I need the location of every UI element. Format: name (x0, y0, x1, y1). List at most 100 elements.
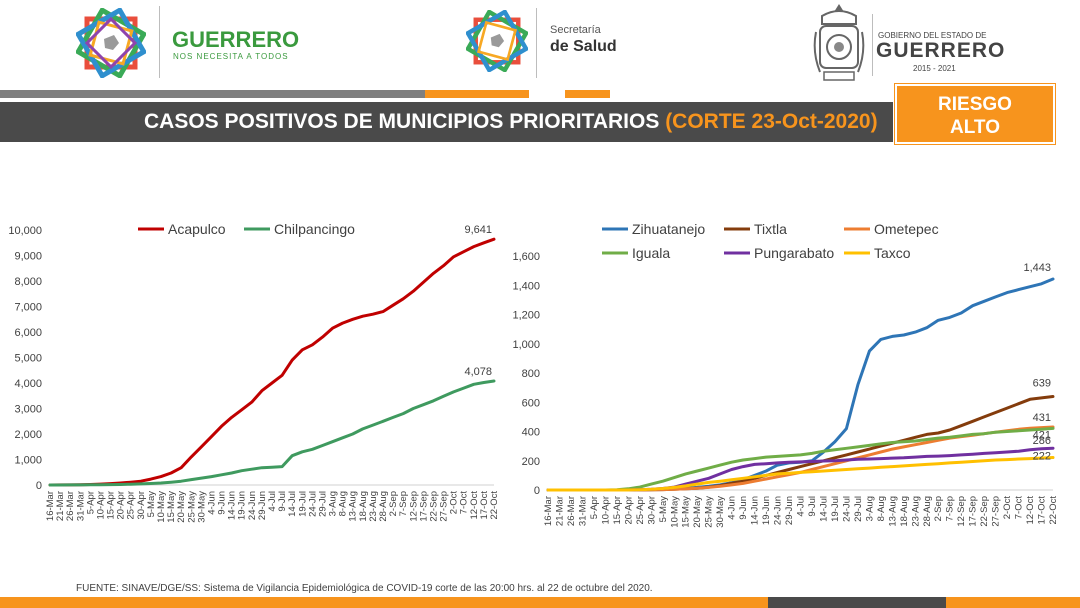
x-tick-label: 24-Jun (247, 491, 258, 520)
y-tick-label: 400 (522, 427, 540, 439)
y-tick-label: 9,000 (14, 251, 42, 263)
x-tick-label: 3-Aug (328, 491, 339, 516)
y-tick-label: 1,400 (512, 280, 540, 292)
x-tick-label: 15-Apr (106, 491, 117, 520)
x-tick-label: 20-Apr (116, 491, 127, 520)
x-tick-label: 14-Jun (750, 496, 761, 525)
x-tick-label: 26-Mar (566, 496, 577, 526)
series-line-chilpancingo (48, 379, 496, 487)
footer-bar-right (946, 597, 1080, 608)
x-tick-label: 12-Oct (469, 491, 480, 520)
data-label-zihuatanejo: 1,443 (1023, 262, 1051, 274)
x-tick-label: 17-Sep (418, 491, 429, 522)
gobierno-logo-line1: GOBIERNO DEL ESTADO DE (878, 31, 987, 40)
x-tick-label: 19-Jun (237, 491, 248, 520)
x-tick-label: 9-Jun (738, 496, 749, 520)
series-line-acapulco (48, 237, 496, 487)
legend-label-pungarabato: Pungarabato (754, 245, 834, 261)
x-tick-label: 21-Mar (554, 496, 565, 526)
x-tick-label: 13-Aug (348, 491, 359, 522)
state-seal-icon (813, 4, 865, 81)
y-tick-label: 8,000 (14, 276, 42, 288)
x-tick-label: 24-Jul (841, 496, 852, 522)
x-tick-label: 2-Sep (933, 496, 944, 521)
y-tick-label: 1,200 (512, 310, 540, 322)
legend-label-iguala: Iguala (632, 245, 670, 261)
x-tick-label: 27-Sep (439, 491, 450, 522)
x-tick-label: 9-Jul (277, 491, 288, 512)
page-title-cut-date: (CORTE 23-Oct-2020) (665, 110, 878, 133)
x-tick-label: 15-May (166, 491, 177, 523)
x-tick-label: 30-May (196, 491, 207, 523)
y-tick-label: 600 (522, 397, 540, 409)
x-tick-label: 19-Jun (761, 496, 772, 525)
x-tick-label: 28-Aug (922, 496, 933, 527)
x-tick-label: 12-Sep (408, 491, 419, 522)
legend-label-acapulco: Acapulco (168, 221, 226, 237)
salud-logo-line1: Secretaría (550, 24, 601, 36)
x-tick-label: 2-Oct (1002, 496, 1013, 520)
x-tick-label: 10-Apr (600, 496, 611, 525)
y-tick-label: 0 (36, 480, 42, 492)
series-line-iguala (546, 426, 1055, 492)
y-tick-label: 6,000 (14, 327, 42, 339)
data-label-ometepec: 431 (1033, 412, 1051, 424)
x-tick-label: 18-Aug (358, 491, 369, 522)
series-line-taxco (546, 456, 1055, 492)
salud-logo: Secretaría de Salud (466, 8, 646, 78)
data-label-chilpancingo: 4,078 (464, 366, 492, 378)
x-tick-label: 24-Jul (307, 491, 318, 517)
x-tick-label: 5-Apr (85, 491, 96, 514)
guerrero-logo-subtitle: NOS NECESITA A TODOS (173, 52, 289, 61)
x-tick-label: 14-Jul (287, 491, 298, 517)
guerrero-logo-title: GUERRERO (172, 27, 300, 52)
x-tick-label: 29-Jul (317, 491, 328, 517)
chart-acapulco-chilpancingo: 0 1,000 2,000 3,000 4,000 5,000 6,000 7,000 8,00… (8, 221, 500, 523)
x-tick-label: 12-Sep (956, 496, 967, 527)
x-tick-label: 22-Oct (1048, 496, 1059, 525)
x-tick-label: 20-May (692, 496, 703, 528)
x-tick-label: 4-Jun (206, 491, 217, 515)
x-tick-label: 22-Sep (428, 491, 439, 522)
series-line-tixtla (546, 395, 1055, 492)
x-tick-label: 9-Jun (217, 491, 228, 515)
legend-label-taxco: Taxco (874, 245, 911, 261)
x-tick-label: 31-Mar (75, 491, 86, 521)
x-tick-label: 12-Oct (1025, 496, 1036, 525)
x-tick-label: 5-May (658, 496, 669, 523)
guerrero-logo: GUERRERO NOS NECESITA A TODOS (76, 6, 316, 78)
series-line-ometepec (546, 425, 1055, 492)
y-tick-label: 800 (522, 368, 540, 380)
x-tick-label: 24-Jun (773, 496, 784, 525)
page-title-main: CASOS POSITIVOS DE MUNICIPIOS PRIORITARI… (144, 110, 666, 133)
legend-label-zihuatanejo: Zihuatanejo (632, 221, 705, 237)
x-tick-label: 9-Jul (807, 496, 818, 517)
x-tick-label: 25-May (704, 496, 715, 528)
legend-label-ometepec: Ometepec (874, 221, 939, 237)
x-tick-label: 30-Apr (136, 491, 147, 520)
page-title: CASOS POSITIVOS DE MUNICIPIOS PRIORITARI… (144, 110, 878, 134)
x-tick-label: 17-Oct (479, 491, 490, 520)
x-tick-label: 30-Apr (646, 496, 657, 525)
x-tick-label: 22-Oct (489, 491, 500, 520)
x-tick-label: 23-Aug (368, 491, 379, 522)
header-thin-bar-orange-2 (565, 90, 610, 98)
x-tick-label: 5-Apr (589, 496, 600, 519)
risk-badge-line2: ALTO (950, 117, 1000, 138)
gobierno-logo-line3: 2015 - 2021 (913, 64, 956, 73)
x-tick-label: 2-Oct (449, 491, 460, 515)
x-tick-label: 15-Apr (612, 496, 623, 525)
x-tick-label: 20-May (176, 491, 187, 523)
y-tick-label: 10,000 (8, 225, 42, 237)
series-line-zihuatanejo (546, 277, 1055, 492)
data-label-pungarabato: 286 (1033, 435, 1051, 447)
y-tick-label: 3,000 (14, 404, 42, 416)
x-tick-label: 10-May (156, 491, 167, 523)
salud-star-icon (466, 10, 528, 72)
x-tick-label: 2-Sep (388, 491, 399, 516)
x-tick-label: 3-Aug (864, 496, 875, 521)
x-tick-label: 4-Jul (796, 496, 807, 517)
y-tick-label: 2,000 (14, 429, 42, 441)
x-tick-label: 28-Aug (378, 491, 389, 522)
x-tick-label: 8-Aug (338, 491, 349, 516)
